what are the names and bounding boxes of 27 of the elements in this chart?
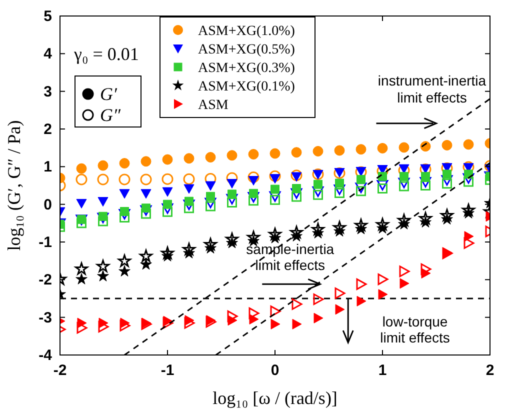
annotation: G′ bbox=[100, 84, 118, 104]
legend-label: ASM+XG(0.5%) bbox=[198, 42, 296, 58]
x-tick-label: 0 bbox=[270, 362, 280, 379]
x-tick-label: 1 bbox=[378, 362, 387, 379]
y-tick-label: 0 bbox=[44, 196, 52, 214]
annotation: γ₀ = 0.01 bbox=[73, 44, 139, 64]
legend-label: ASM+XG(0.1%) bbox=[198, 80, 296, 94]
x-tick-label: -1 bbox=[160, 362, 174, 379]
x-tick-label: 2 bbox=[486, 362, 494, 379]
y-tick-label: -3 bbox=[38, 309, 52, 326]
y-tick-label: -4 bbox=[38, 347, 53, 364]
y-axis-title: log₁₀ (G′, G″ / Pa) bbox=[4, 120, 24, 251]
annotation: sample-inertia limit effects bbox=[246, 241, 334, 274]
y-tick-label: 1 bbox=[44, 158, 52, 176]
legend-label: ASM+XG(0.3%) bbox=[198, 61, 296, 76]
y-tick-label: 2 bbox=[44, 121, 52, 138]
annotation: instrument-inertia limit effects bbox=[378, 72, 486, 106]
y-tick-label: -2 bbox=[38, 272, 52, 289]
y-tick-label: 5 bbox=[44, 8, 52, 25]
y-tick-label: 4 bbox=[44, 46, 53, 63]
annotation: G″ bbox=[100, 105, 121, 125]
y-tick-label: 3 bbox=[44, 83, 52, 100]
x-axis-title: log₁₀ [ω / (rad/s)] bbox=[212, 388, 338, 408]
legend-label: ASM+XG(1.0%) bbox=[198, 24, 296, 39]
legend-label: ASM bbox=[198, 98, 229, 113]
annotation: low-torque limit effects bbox=[380, 314, 450, 346]
y-tick-label: -1 bbox=[38, 234, 52, 251]
